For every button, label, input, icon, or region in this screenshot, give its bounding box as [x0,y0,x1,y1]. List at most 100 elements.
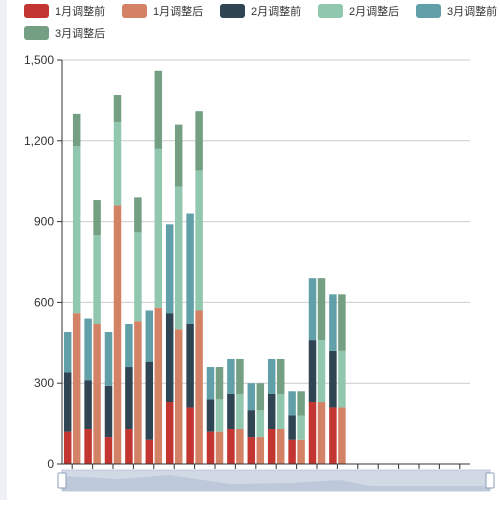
bar-segment[interactable] [186,407,194,464]
bar-segment[interactable] [267,358,276,394]
bar-segment[interactable] [72,113,81,147]
legend-label: 3月调整后 [55,26,105,40]
legend-item[interactable]: 2月调整前 [220,4,301,18]
bar-segment[interactable] [174,124,183,187]
bar-segment[interactable] [165,402,174,464]
bar-segment[interactable] [308,340,317,403]
bar-segment[interactable] [276,393,285,429]
bar-segment[interactable] [84,380,92,429]
bar-segment[interactable] [134,232,142,322]
bar-segment[interactable] [63,431,72,464]
bar-segment[interactable] [329,407,337,464]
bar-segment[interactable] [236,428,244,464]
bar-segment[interactable] [308,402,317,464]
bar-segment[interactable] [125,367,133,429]
bar-segment[interactable] [63,332,72,373]
bar-segment[interactable] [297,391,305,416]
bar-segment[interactable] [227,393,235,429]
bar-segment[interactable] [195,170,203,311]
bar-segment[interactable] [113,205,122,464]
bar-segment[interactable] [256,410,265,438]
bar-segment[interactable] [317,278,326,341]
legend-item[interactable]: 3月调整前 [416,4,497,18]
zoom-selection[interactable] [62,470,490,491]
bar-segment[interactable] [338,350,346,408]
bar-segment[interactable] [186,323,194,408]
bar-segment[interactable] [206,399,215,432]
bar-segment[interactable] [247,410,256,438]
legend-label: 3月调整前 [447,4,497,18]
bar-segment[interactable] [165,313,174,403]
bar-segment[interactable] [154,148,163,308]
bar-segment[interactable] [72,146,81,314]
bar-segment[interactable] [308,278,317,341]
zoom-handle[interactable] [485,472,495,489]
bar-segment[interactable] [84,428,92,464]
bar-segment[interactable] [93,200,101,236]
data-zoom-slider[interactable] [57,469,495,492]
legend-item[interactable]: 3月调整后 [24,26,105,40]
bar-segment[interactable] [145,439,154,464]
bar-segment[interactable] [215,399,224,432]
bar-segment[interactable] [317,340,326,403]
bar-segment[interactable] [134,321,142,464]
bar-segment[interactable] [288,439,296,464]
bar-segment[interactable] [174,186,183,330]
legend-swatch [24,26,49,40]
zoom-handle[interactable] [57,472,67,489]
bar-segment[interactable] [215,367,224,400]
bar-segment[interactable] [165,224,174,314]
bar-segment[interactable] [236,393,244,429]
bar-segment[interactable] [329,294,337,351]
bar-segment[interactable] [125,323,133,368]
bar-segment[interactable] [174,329,183,464]
bar-segment[interactable] [338,294,346,351]
bar-segment[interactable] [113,121,122,206]
bar-segment[interactable] [154,307,163,464]
bar-segment[interactable] [195,310,203,464]
bar-segment[interactable] [104,332,113,386]
bar-segment[interactable] [236,358,244,394]
bar-segment[interactable] [247,383,256,411]
bar-segment[interactable] [104,437,113,464]
bar-segment[interactable] [125,428,133,464]
bar-segment[interactable] [215,431,224,464]
y-tick-label: 900 [34,215,54,229]
bar-segment[interactable] [154,70,163,149]
bar-segment[interactable] [186,213,194,324]
bar-segment[interactable] [206,367,215,400]
legend-item[interactable]: 1月调整前 [24,4,105,18]
bar-segment[interactable] [113,95,122,122]
bar-segment[interactable] [93,323,101,464]
bar-segment[interactable] [256,383,265,411]
legend-swatch [220,4,245,18]
bar-segment[interactable] [276,358,285,394]
bar-segment[interactable] [72,313,81,464]
bar-segment[interactable] [93,235,101,324]
bar-segment[interactable] [247,437,256,464]
bar-segment[interactable] [227,358,235,394]
bar-segment[interactable] [227,428,235,464]
legend-item[interactable]: 2月调整后 [318,4,399,18]
bar-segment[interactable] [134,197,142,233]
bar-segment[interactable] [338,407,346,464]
bar-segment[interactable] [84,318,92,381]
bar-segment[interactable] [195,111,203,171]
bar-segment[interactable] [297,439,305,464]
bar-segment[interactable] [104,385,113,438]
bar-segment[interactable] [288,391,296,416]
bar-segment[interactable] [145,310,154,362]
bar-segment[interactable] [145,361,154,440]
bar-segment[interactable] [206,431,215,464]
legend-swatch [24,4,49,18]
bar-segment[interactable] [256,437,265,464]
legend-item[interactable]: 1月调整后 [122,4,203,18]
bar-segment[interactable] [267,393,276,429]
bar-segment[interactable] [276,428,285,464]
bar-segment[interactable] [297,415,305,440]
bar-segment[interactable] [288,415,296,440]
bar-segment[interactable] [329,350,337,408]
bar-segment[interactable] [267,428,276,464]
bar-segment[interactable] [63,372,72,432]
bar-segment[interactable] [317,402,326,464]
